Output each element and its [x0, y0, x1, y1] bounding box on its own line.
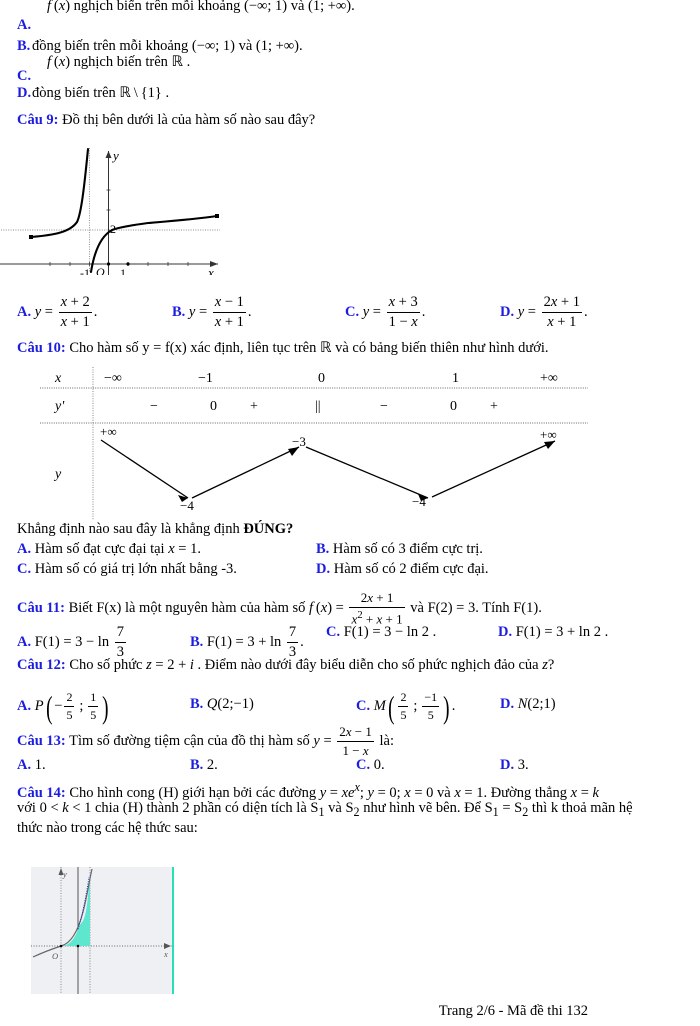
svg-text:x: x [207, 265, 214, 275]
svg-text:x: x [54, 371, 62, 386]
svg-text:y: y [53, 467, 62, 482]
svg-text:O: O [52, 951, 58, 961]
svg-text:+∞: +∞ [540, 371, 558, 386]
svg-text:0: 0 [450, 399, 457, 414]
svg-text:−1: −1 [198, 371, 213, 386]
svg-text:+: + [250, 399, 258, 414]
svg-text:−: − [380, 399, 388, 414]
svg-text:y: y [111, 148, 119, 163]
svg-text:y: y [62, 869, 67, 879]
svg-text:+∞: +∞ [100, 424, 117, 439]
svg-text:1: 1 [120, 266, 126, 275]
svg-text:1: 1 [452, 371, 459, 386]
svg-text:y': y' [53, 399, 65, 414]
svg-text:+: + [490, 399, 498, 414]
svg-text:−3: −3 [292, 434, 306, 449]
svg-text:−: − [150, 399, 158, 414]
svg-text:||: || [315, 399, 321, 414]
svg-text:2: 2 [110, 222, 116, 236]
svg-text:0: 0 [318, 371, 325, 386]
svg-text:+∞: +∞ [540, 427, 557, 442]
svg-text:−∞: −∞ [104, 371, 122, 386]
svg-text:0: 0 [210, 399, 217, 414]
svg-text:O: O [96, 265, 105, 275]
svg-text:x: x [163, 949, 168, 959]
svg-text:-1: -1 [80, 266, 90, 275]
